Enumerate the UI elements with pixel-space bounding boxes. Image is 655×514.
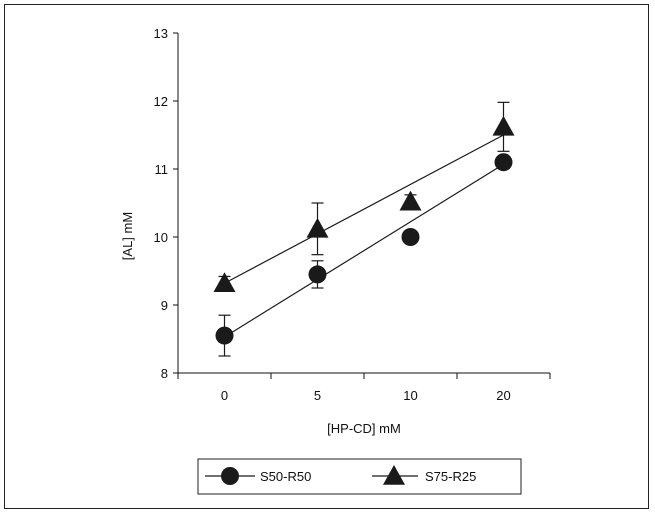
point-s75-r25: [399, 190, 422, 211]
point-s75-r25: [213, 272, 236, 293]
y-tick-label: 11: [155, 162, 169, 177]
data-markers: [213, 115, 515, 345]
point-s50-r50: [401, 228, 420, 246]
y-tick-label: 13: [154, 26, 168, 41]
point-s50-r50: [308, 265, 327, 284]
point-s75-r25: [306, 217, 329, 238]
trend-line-s50-r50: [224, 163, 504, 338]
legend-marker-s50-r50: [221, 467, 239, 485]
legend-label-s50-r50: S50-R50: [260, 469, 311, 484]
trend-lines: [224, 134, 504, 338]
y-tick-label: 9: [161, 298, 168, 313]
trend-line-s75-r25: [224, 134, 504, 284]
point-s75-r25: [492, 115, 515, 136]
axes: 8 9 10 11 12 13 0 5 10 20: [154, 26, 551, 403]
y-tick-label: 8: [161, 366, 168, 381]
x-tick-label: 5: [314, 388, 321, 403]
y-tick-label: 12: [154, 94, 168, 109]
error-bars: [218, 101, 510, 357]
x-tick-label: 20: [496, 388, 510, 403]
x-tick-label: 0: [221, 388, 228, 403]
y-tick-label: 10: [154, 230, 168, 245]
x-tick-label: 10: [403, 388, 417, 403]
legend-marker-s75-r25: [383, 465, 405, 485]
figure-frame: [4, 4, 649, 509]
point-s50-r50: [494, 153, 513, 172]
y-axis-label: [AL] mM: [120, 212, 135, 260]
legend-label-s75-r25: S75-R25: [425, 469, 476, 484]
point-s50-r50: [215, 326, 234, 345]
legend: S50-R50 S75-R25: [197, 458, 522, 495]
x-axis-label: [HP-CD] mM: [327, 421, 401, 436]
